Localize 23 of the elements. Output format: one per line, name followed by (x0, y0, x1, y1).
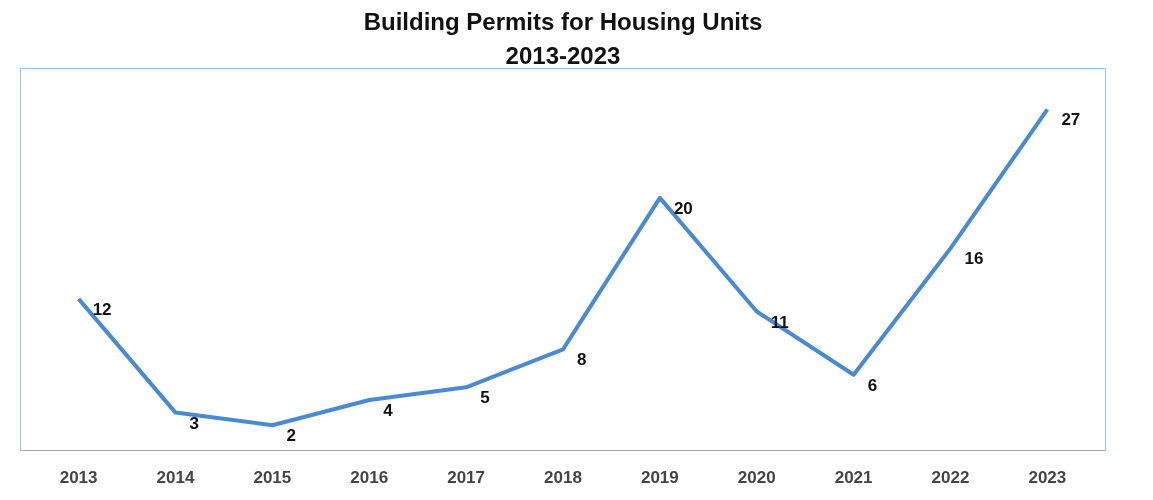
x-tick-label: 2020 (737, 467, 776, 487)
x-tick-label: 2019 (640, 467, 679, 487)
chart-title: Building Permits for Housing Units (363, 7, 763, 35)
data-label: 6 (867, 375, 878, 395)
x-tick-label: 2023 (1028, 467, 1067, 487)
x-tick-label: 2022 (931, 467, 970, 487)
data-label: 20 (673, 198, 693, 218)
data-label: 2 (286, 426, 296, 446)
data-label: 5 (480, 388, 490, 408)
data-label: 8 (577, 350, 587, 370)
chart-subtitle: 2013-2023 (505, 41, 621, 69)
x-tick-label: 2017 (447, 467, 486, 487)
x-tick-label: 2013 (59, 467, 98, 487)
x-tick-label: 2015 (253, 467, 292, 487)
data-label: 4 (383, 400, 394, 420)
data-label: 27 (1061, 110, 1081, 130)
data-label: 16 (964, 249, 984, 269)
x-tick-label: 2021 (834, 467, 873, 487)
x-tick-label: 2018 (544, 467, 582, 487)
data-label: 3 (189, 413, 199, 433)
data-label: 12 (92, 299, 112, 319)
x-tick-label: 2016 (350, 467, 389, 487)
x-tick-label: 2014 (156, 467, 195, 487)
